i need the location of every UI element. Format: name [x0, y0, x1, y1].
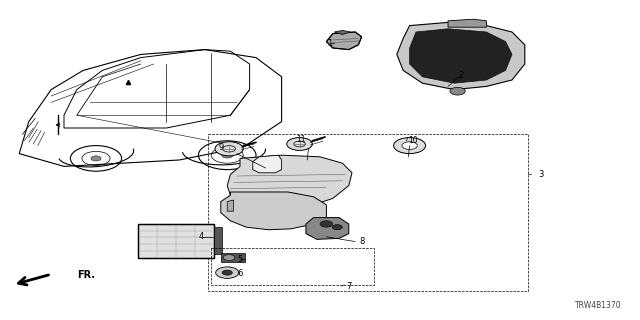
Bar: [208, 134, 528, 291]
Bar: [221, 253, 245, 262]
Bar: [138, 224, 214, 258]
Bar: [211, 248, 374, 285]
Text: TRW4B1370: TRW4B1370: [575, 301, 622, 310]
Text: FR.: FR.: [77, 270, 95, 280]
Bar: [214, 227, 222, 254]
Polygon shape: [334, 30, 351, 35]
Polygon shape: [227, 155, 352, 208]
Polygon shape: [410, 29, 512, 83]
Circle shape: [222, 270, 232, 275]
Text: 1: 1: [327, 39, 332, 48]
Text: 8: 8: [359, 237, 364, 246]
Polygon shape: [397, 22, 525, 90]
Circle shape: [320, 221, 333, 227]
Text: 6: 6: [237, 269, 243, 278]
Polygon shape: [326, 32, 362, 50]
Polygon shape: [253, 155, 282, 173]
Text: 2: 2: [458, 71, 463, 80]
Polygon shape: [227, 200, 234, 211]
Text: 10: 10: [408, 136, 418, 145]
Circle shape: [287, 138, 312, 150]
Bar: [138, 224, 214, 258]
Polygon shape: [221, 192, 326, 230]
Text: 5: 5: [237, 255, 243, 264]
Circle shape: [402, 142, 417, 149]
Text: 7: 7: [346, 282, 351, 291]
Circle shape: [215, 142, 243, 156]
Circle shape: [223, 255, 235, 260]
Circle shape: [216, 267, 239, 278]
Polygon shape: [448, 19, 486, 27]
Circle shape: [91, 156, 101, 161]
Text: 9: 9: [218, 143, 223, 152]
Text: 11: 11: [296, 135, 305, 144]
Polygon shape: [306, 218, 349, 239]
Text: 3: 3: [538, 170, 543, 179]
Circle shape: [221, 152, 233, 158]
Text: 4: 4: [199, 232, 204, 241]
Circle shape: [332, 225, 342, 230]
Circle shape: [450, 87, 465, 95]
Circle shape: [394, 138, 426, 154]
